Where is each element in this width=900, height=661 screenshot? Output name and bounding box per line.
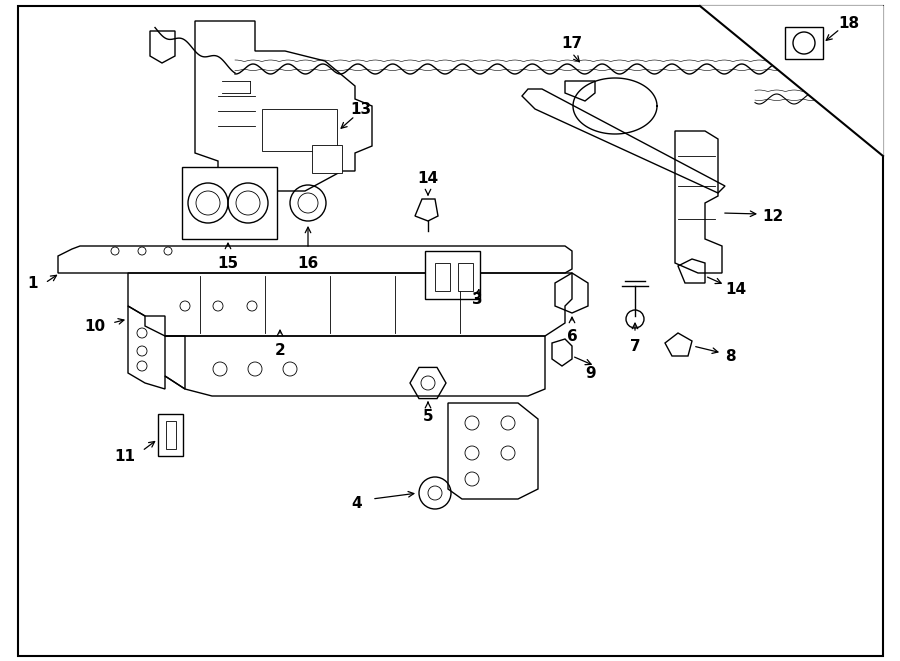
FancyBboxPatch shape <box>158 414 183 456</box>
FancyBboxPatch shape <box>785 27 823 59</box>
FancyBboxPatch shape <box>182 167 277 239</box>
Text: 12: 12 <box>762 208 783 223</box>
FancyBboxPatch shape <box>425 251 480 299</box>
Text: 18: 18 <box>838 15 860 30</box>
Text: 16: 16 <box>297 256 319 271</box>
Text: 14: 14 <box>725 282 746 297</box>
Text: 2: 2 <box>274 343 285 358</box>
Text: 5: 5 <box>423 409 433 424</box>
FancyBboxPatch shape <box>262 109 337 151</box>
Text: 8: 8 <box>725 348 735 364</box>
Text: 11: 11 <box>114 449 135 463</box>
Text: 9: 9 <box>585 366 596 381</box>
Text: 7: 7 <box>630 339 640 354</box>
Text: 13: 13 <box>350 102 371 116</box>
Text: 6: 6 <box>567 329 578 344</box>
FancyBboxPatch shape <box>458 263 473 291</box>
Text: 14: 14 <box>418 171 438 186</box>
Text: 17: 17 <box>562 36 582 51</box>
FancyBboxPatch shape <box>435 263 450 291</box>
Text: 10: 10 <box>84 319 105 334</box>
FancyBboxPatch shape <box>312 145 342 173</box>
Text: 15: 15 <box>218 256 238 271</box>
Text: 3: 3 <box>472 292 482 307</box>
Text: 1: 1 <box>28 276 38 290</box>
Polygon shape <box>700 6 883 156</box>
Text: 4: 4 <box>351 496 362 510</box>
FancyBboxPatch shape <box>166 421 176 449</box>
